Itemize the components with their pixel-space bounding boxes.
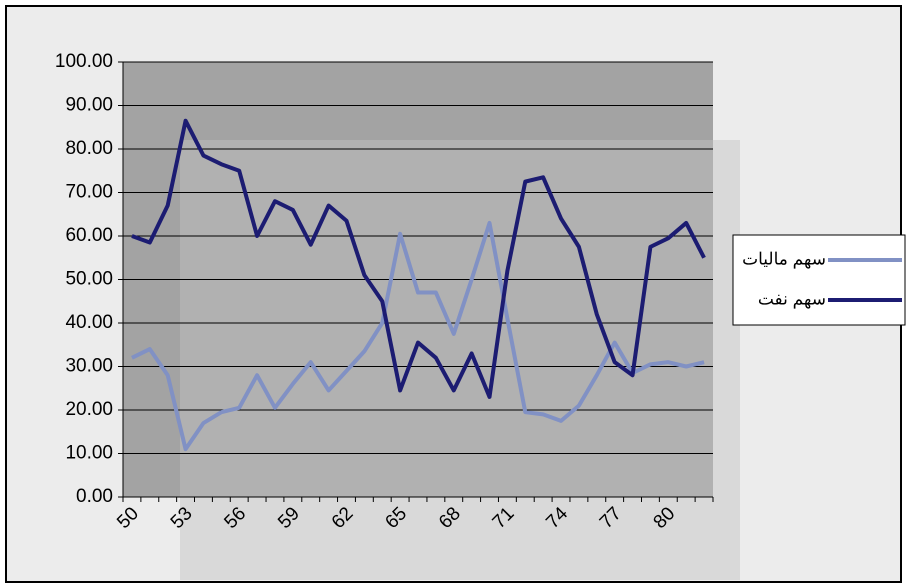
y-tick-label: 50.00 — [65, 269, 113, 290]
y-tick-label: 0.00 — [76, 486, 113, 507]
y-tick-label: 70.00 — [65, 182, 113, 203]
y-tick-label: 60.00 — [65, 225, 113, 246]
y-tick-label: 10.00 — [65, 443, 113, 464]
y-tick-label: 90.00 — [65, 95, 113, 116]
y-tick-label: 20.00 — [65, 399, 113, 420]
legend-label: سهم ماليات — [742, 249, 826, 269]
y-tick-label: 40.00 — [65, 312, 113, 333]
watermark — [180, 140, 740, 580]
y-tick-label: 100.00 — [55, 51, 113, 72]
y-tick-label: 30.00 — [65, 356, 113, 377]
y-tick-label: 80.00 — [65, 138, 113, 159]
series-line — [131, 220, 705, 452]
legend — [732, 234, 906, 326]
legend-label: سهم نفت — [758, 289, 826, 309]
series-line — [131, 118, 706, 399]
